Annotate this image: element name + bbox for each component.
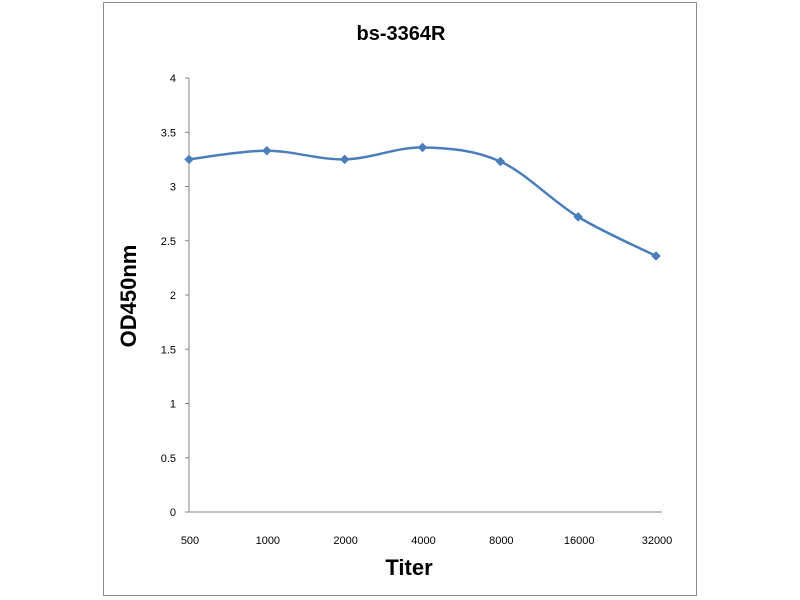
data-point-marker [651, 251, 661, 261]
data-point-marker [184, 154, 194, 165]
y-tick-label: 0.5 [161, 453, 176, 465]
series-path [187, 146, 658, 258]
data-markers [184, 142, 661, 261]
y-axis-label: OD450nm [116, 245, 141, 348]
x-tick-label: 1000 [256, 535, 280, 547]
chart-frame [103, 2, 697, 596]
chart-title: bs-3364R [357, 23, 446, 45]
y-tick-label: 3 [170, 182, 176, 194]
series-line [187, 146, 658, 258]
axes [188, 78, 662, 513]
x-tick-label: 16000 [564, 535, 595, 547]
y-tick-label: 1 [170, 399, 176, 411]
y-tick-label: 1.5 [161, 344, 176, 356]
data-point-marker [573, 212, 584, 222]
y-tick-label: 4 [170, 73, 176, 85]
x-axis-label: Titer [385, 555, 433, 580]
y-tick-label: 3.5 [161, 127, 176, 139]
y-tick-label: 0 [170, 507, 176, 519]
x-tick-label: 32000 [642, 535, 673, 547]
x-tick-label: 2000 [333, 535, 357, 547]
y-tick-labels: 0 0.5 1 1.5 2 2.5 3 3.5 4 [161, 73, 189, 519]
x-tick-labels: 500 1000 2000 4000 8000 16000 32000 [181, 535, 672, 547]
data-point-marker [495, 156, 506, 167]
data-point-marker [339, 154, 350, 165]
y-tick-label: 2.5 [161, 236, 176, 248]
x-tick-label: 8000 [489, 535, 513, 547]
data-point-marker [417, 142, 428, 153]
x-tick-label: 500 [181, 535, 199, 547]
x-tick-label: 4000 [411, 535, 435, 547]
y-tick-label: 2 [170, 290, 176, 302]
data-point-marker [261, 145, 272, 156]
